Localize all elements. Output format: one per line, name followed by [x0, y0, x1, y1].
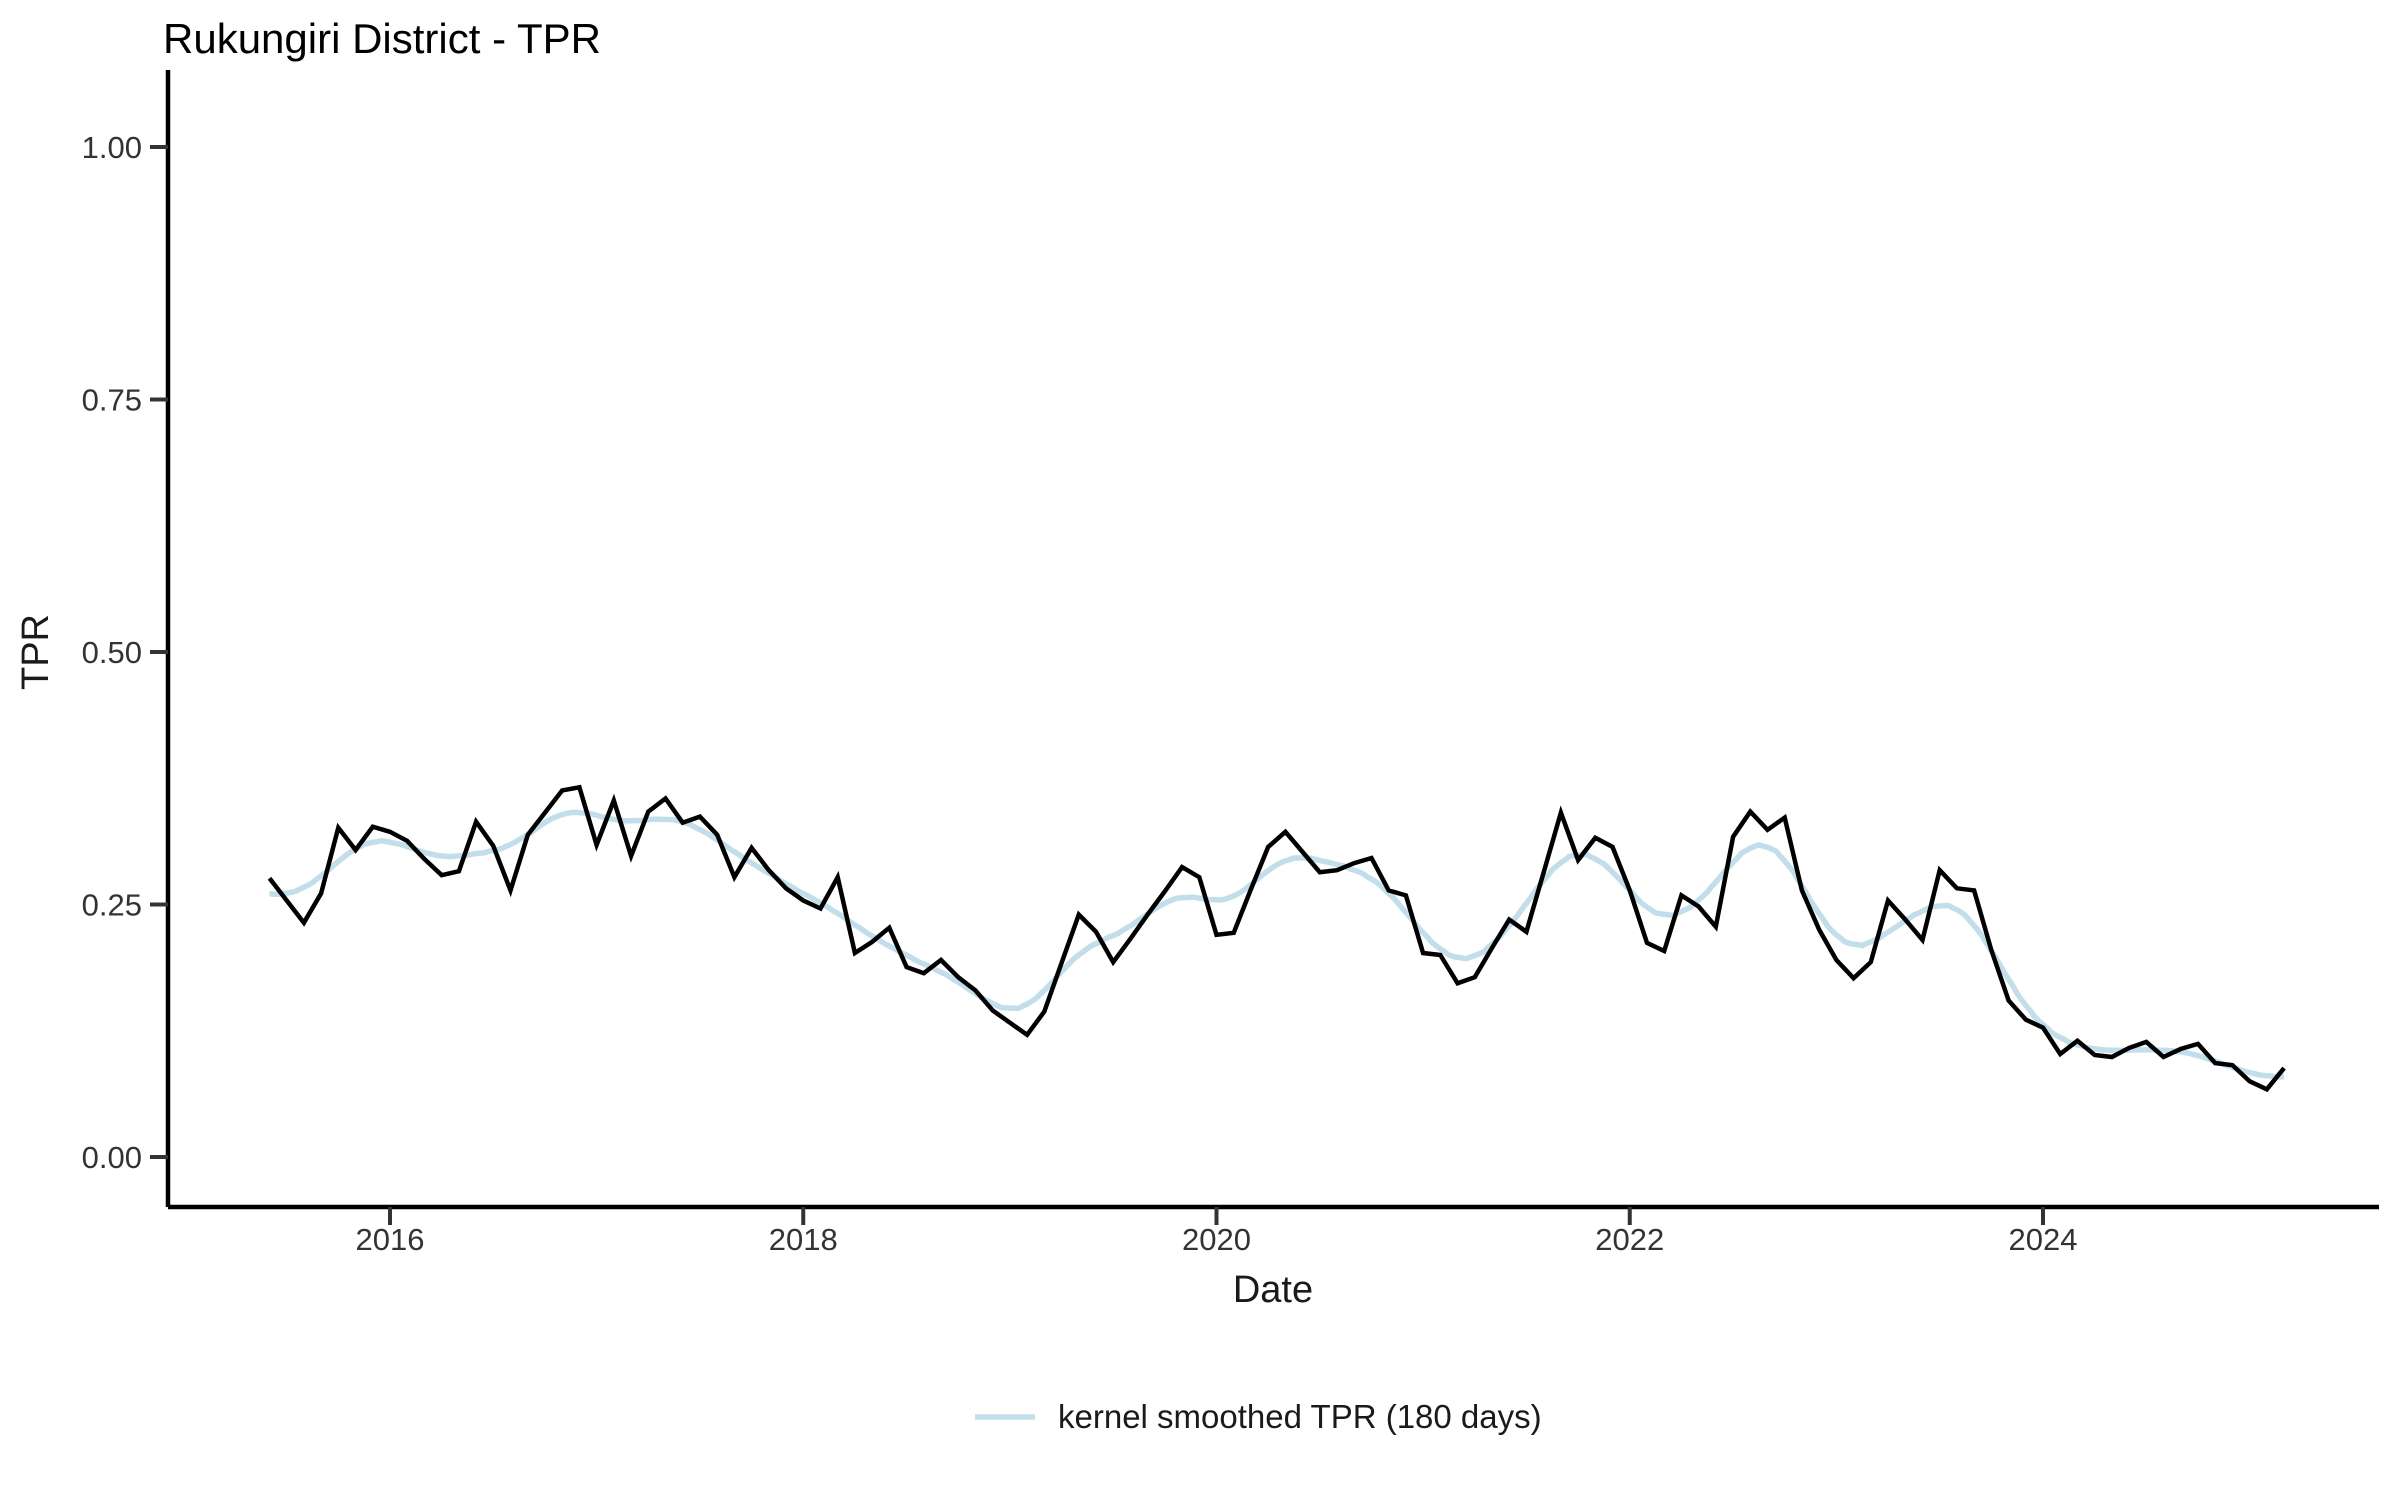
x-axis-ticks: 2016 2018 2020 2022 2024 — [356, 1207, 2078, 1257]
chart-title: Rukungiri District - TPR — [163, 15, 601, 62]
legend-label: kernel smoothed TPR (180 days) — [1058, 1398, 1542, 1435]
x-tick-label: 2022 — [1595, 1222, 1664, 1257]
x-tick-label: 2018 — [769, 1222, 838, 1257]
y-axis-ticks: 0.00 0.25 0.50 0.75 1.00 — [82, 130, 168, 1175]
legend: kernel smoothed TPR (180 days) — [975, 1398, 1542, 1435]
y-axis-title: TPR — [15, 614, 57, 690]
x-axis-title: Date — [1233, 1269, 1313, 1311]
y-tick-label: 0.00 — [82, 1140, 142, 1175]
x-tick-label: 2020 — [1182, 1222, 1251, 1257]
x-tick-label: 2016 — [356, 1222, 425, 1257]
x-tick-label: 2024 — [2009, 1222, 2078, 1257]
tpr-line — [267, 784, 2286, 1093]
y-tick-label: 1.00 — [82, 130, 142, 165]
y-tick-label: 0.25 — [82, 888, 142, 923]
kernel-smoothed-tpr-line — [269, 809, 2285, 1080]
y-tick-label: 0.75 — [82, 383, 142, 418]
y-tick-label: 0.50 — [82, 635, 142, 670]
